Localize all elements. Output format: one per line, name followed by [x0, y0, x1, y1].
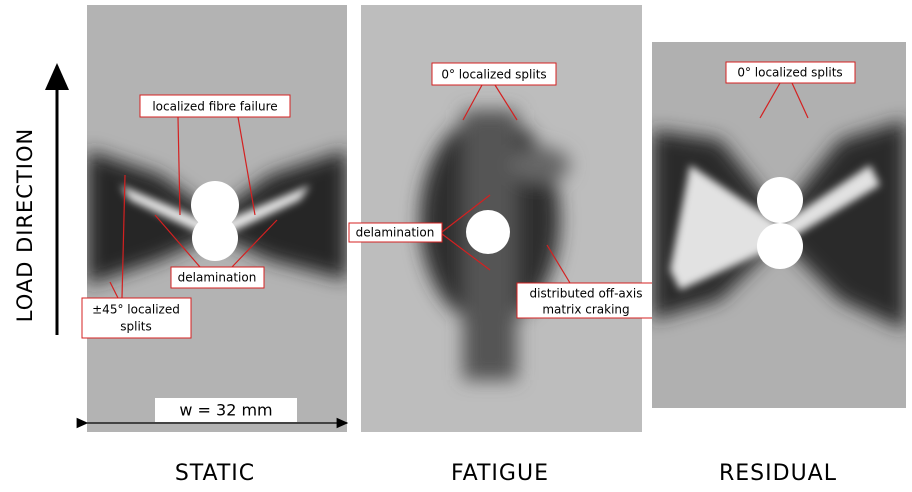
annotation: delamination: [178, 271, 257, 285]
annotation: 0° localized splits: [441, 68, 546, 82]
residual-image: [652, 42, 906, 408]
annotation: distributed off-axis: [530, 287, 643, 301]
caption: FATIGUE: [451, 461, 549, 486]
annotation: localized fibre failure: [152, 100, 277, 114]
caption: STATIC: [175, 461, 255, 486]
annotation: ±45° localized: [92, 303, 180, 317]
annotation: delamination: [356, 226, 435, 240]
figure: LOAD DIRECTION w = 32 mm localized fibre…: [0, 0, 912, 492]
scale-label: w = 32 mm: [179, 401, 272, 420]
static-image: [87, 5, 347, 432]
annotation: 0° localized splits: [737, 66, 842, 80]
caption: RESIDUAL: [719, 461, 837, 486]
load-direction-label: LOAD DIRECTION: [13, 128, 37, 322]
annotation: matrix craking: [542, 303, 629, 317]
annotation: splits: [120, 320, 152, 334]
